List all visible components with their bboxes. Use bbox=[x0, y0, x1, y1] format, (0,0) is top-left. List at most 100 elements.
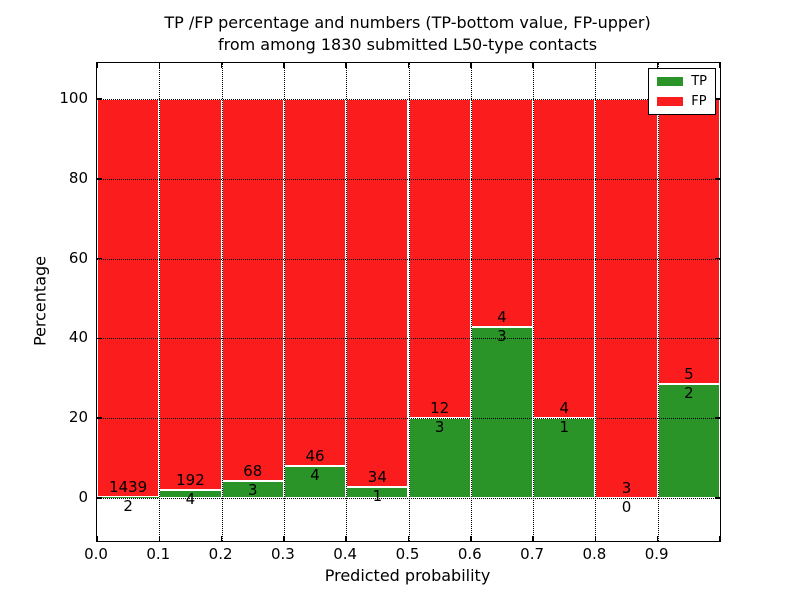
bar-count-label-fp: 68 bbox=[243, 462, 263, 481]
y-axis-tick bbox=[97, 178, 102, 180]
x-axis-tick-top bbox=[345, 63, 347, 68]
x-axis-tick bbox=[470, 536, 472, 541]
bar-count-label-tp: 4 bbox=[185, 489, 196, 508]
bar-count-label-fp: 4 bbox=[497, 308, 507, 326]
bar-count-label-fp: 192 bbox=[176, 470, 205, 489]
vertical-gridline bbox=[595, 63, 597, 541]
x-axis-label: Predicted probability bbox=[324, 566, 491, 585]
vertical-gridline bbox=[657, 63, 659, 541]
vertical-gridline bbox=[408, 63, 410, 541]
chart-title-line1: TP /FP percentage and numbers (TP-bottom… bbox=[164, 13, 651, 32]
bar-count-label-tp: 2 bbox=[123, 497, 133, 516]
x-tick-label: 0.7 bbox=[520, 545, 545, 563]
bar-fp-segment bbox=[159, 99, 222, 490]
x-tick-label: 0.0 bbox=[84, 545, 108, 563]
bar-count-label-tp: 3 bbox=[497, 327, 507, 345]
x-tick-label: 0.3 bbox=[270, 545, 295, 563]
bar-count-label-fp: 34 bbox=[367, 467, 387, 486]
bar-count-label-tp: 1 bbox=[372, 486, 383, 505]
bar-count-label-fp: 12 bbox=[430, 399, 450, 418]
legend-swatch-tp bbox=[657, 77, 684, 86]
plot-area: TP FP 1439 2 192 4 68 3 46 4 34 1 12 3 4 3 4 1 3 0 5 2 bbox=[96, 62, 721, 542]
x-tick-label: 0.8 bbox=[582, 545, 607, 563]
y-tick-label: 0 bbox=[78, 488, 88, 506]
bar-count-label-fp: 4 bbox=[559, 399, 570, 418]
bar-fp-segment bbox=[470, 99, 534, 327]
bar-count-label-tp: 1 bbox=[559, 418, 570, 437]
y-axis-tick-right bbox=[715, 337, 720, 340]
x-tick-label: 0.2 bbox=[208, 545, 233, 563]
x-axis-tick-top bbox=[656, 63, 659, 68]
bar-fp-segment bbox=[97, 99, 160, 498]
legend-swatch-fp bbox=[657, 97, 684, 106]
x-axis-tick-top bbox=[470, 63, 472, 68]
bar-count-label-tp: 3 bbox=[247, 481, 258, 500]
bar-count-label-tp: 3 bbox=[434, 418, 445, 437]
y-axis-tick bbox=[97, 257, 102, 260]
legend-label: FP bbox=[691, 94, 707, 109]
y-axis-tick bbox=[97, 417, 102, 419]
y-tick-label: 60 bbox=[68, 248, 88, 267]
bar-count-label-tp: 0 bbox=[621, 498, 632, 516]
x-tick-label: 0.5 bbox=[395, 545, 420, 563]
x-axis-tick bbox=[96, 536, 98, 541]
x-axis-tick bbox=[407, 536, 410, 541]
bar-tp-segment bbox=[408, 418, 471, 498]
x-axis-tick-top bbox=[719, 63, 721, 68]
x-axis-tick bbox=[345, 536, 347, 541]
legend-label: TP bbox=[691, 74, 707, 89]
legend: TP FP bbox=[648, 68, 716, 115]
y-axis-tick-right bbox=[715, 178, 720, 180]
y-axis-tick bbox=[97, 337, 102, 340]
x-axis-tick-top bbox=[407, 63, 410, 68]
bar-fp-segment bbox=[221, 99, 284, 482]
x-axis-tick bbox=[220, 536, 223, 541]
x-axis-tick-top bbox=[158, 63, 161, 68]
x-axis-tick bbox=[656, 536, 659, 541]
bar-count-label-fp: 3 bbox=[621, 479, 632, 497]
vertical-gridline bbox=[221, 63, 223, 541]
bar-tp-segment bbox=[657, 384, 720, 498]
bar-fp-segment bbox=[657, 99, 720, 384]
y-axis-tick bbox=[97, 98, 102, 100]
vertical-gridline bbox=[159, 63, 161, 541]
legend-entry: FP bbox=[657, 95, 707, 108]
bar-count-label-tp: 4 bbox=[310, 466, 320, 485]
x-tick-label: 0.4 bbox=[333, 545, 358, 563]
vertical-gridline bbox=[470, 63, 472, 541]
x-tick-label: 0.6 bbox=[457, 545, 482, 563]
x-axis-tick bbox=[158, 536, 161, 541]
x-axis-tick-top bbox=[220, 63, 223, 68]
bar-tp-segment bbox=[97, 497, 160, 498]
y-tick-label: 40 bbox=[68, 328, 88, 347]
x-axis-tick-top bbox=[532, 63, 534, 68]
x-axis-tick bbox=[719, 536, 721, 541]
bar-tp-segment bbox=[470, 327, 534, 498]
y-axis-tick-right bbox=[715, 98, 720, 100]
y-axis-tick-right bbox=[715, 257, 720, 260]
bar-count-label-tp: 2 bbox=[684, 384, 694, 402]
vertical-gridline bbox=[283, 63, 285, 541]
y-axis-tick-right bbox=[715, 417, 720, 419]
bar-fp-segment bbox=[595, 99, 658, 498]
vertical-gridline bbox=[346, 63, 348, 541]
y-axis-tick bbox=[97, 497, 102, 499]
y-tick-label: 100 bbox=[59, 89, 88, 107]
x-axis-tick-top bbox=[283, 63, 285, 68]
x-axis-tick-top bbox=[96, 63, 98, 68]
y-tick-label: 80 bbox=[68, 168, 88, 187]
bar-count-label-fp: 5 bbox=[684, 365, 694, 383]
legend-entry: TP bbox=[657, 75, 707, 88]
bar-count-label-fp: 1439 bbox=[109, 478, 148, 497]
x-axis-tick-top bbox=[594, 63, 597, 68]
x-tick-label: 0.9 bbox=[644, 545, 669, 563]
vertical-gridline bbox=[533, 63, 535, 541]
bar-fp-segment bbox=[283, 99, 347, 467]
bar-tp-segment bbox=[283, 466, 347, 498]
chart-title-line2: from among 1830 submitted L50-type conta… bbox=[217, 35, 598, 54]
y-axis-tick-right bbox=[715, 497, 720, 499]
x-axis-tick bbox=[283, 536, 285, 541]
y-tick-label: 20 bbox=[68, 408, 88, 427]
bar-count-label-fp: 46 bbox=[305, 447, 325, 466]
